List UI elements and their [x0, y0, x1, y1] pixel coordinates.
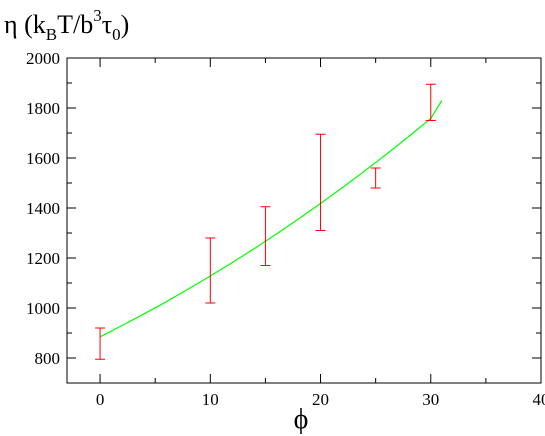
y-tick-label: 1800 [26, 99, 60, 118]
errorbar-point [425, 83, 436, 121]
y-axis-label-close: ) [121, 10, 130, 39]
errorbar-point [260, 206, 271, 266]
x-axis-label: ϕ [294, 404, 309, 435]
y-tick-label: 1400 [26, 199, 60, 218]
y-tick-label: 1200 [26, 249, 60, 268]
y-axis-label-tau: τ [102, 10, 112, 39]
fit-line [99, 100, 443, 338]
tick-labels: 0 10 20 30 40 800 1000 1200 1400 1600 1800 2000 [26, 49, 545, 409]
y-tick-label: 2000 [26, 49, 60, 68]
y-axis-label-sub-b: B [46, 25, 57, 44]
y-tick-label: 1000 [26, 299, 60, 318]
axis-ticks [67, 57, 542, 383]
plot-frame [66, 57, 542, 384]
y-axis-label-sub-0: 0 [112, 25, 121, 44]
y-tick-label: 1600 [26, 149, 60, 168]
errorbar-layer [95, 83, 436, 360]
y-tick-label: 800 [35, 349, 61, 368]
x-tick-label: 40 [533, 390, 545, 409]
x-tick-label: 0 [96, 390, 105, 409]
y-axis-label-main: η (k [4, 10, 46, 39]
errorbar-point [315, 133, 326, 231]
errorbar-point [205, 237, 216, 304]
x-tick-label: 20 [312, 390, 329, 409]
errorbar-point [95, 327, 106, 360]
y-axis-label: η (kBT/b3τ0) [4, 6, 129, 44]
y-axis-label-mid: T/b [57, 10, 93, 39]
y-axis-label-sup-3: 3 [93, 6, 102, 25]
x-tick-label: 10 [202, 390, 219, 409]
errorbar-point [370, 167, 381, 189]
fit-line-layer [99, 100, 443, 338]
x-tick-label: 30 [422, 390, 439, 409]
